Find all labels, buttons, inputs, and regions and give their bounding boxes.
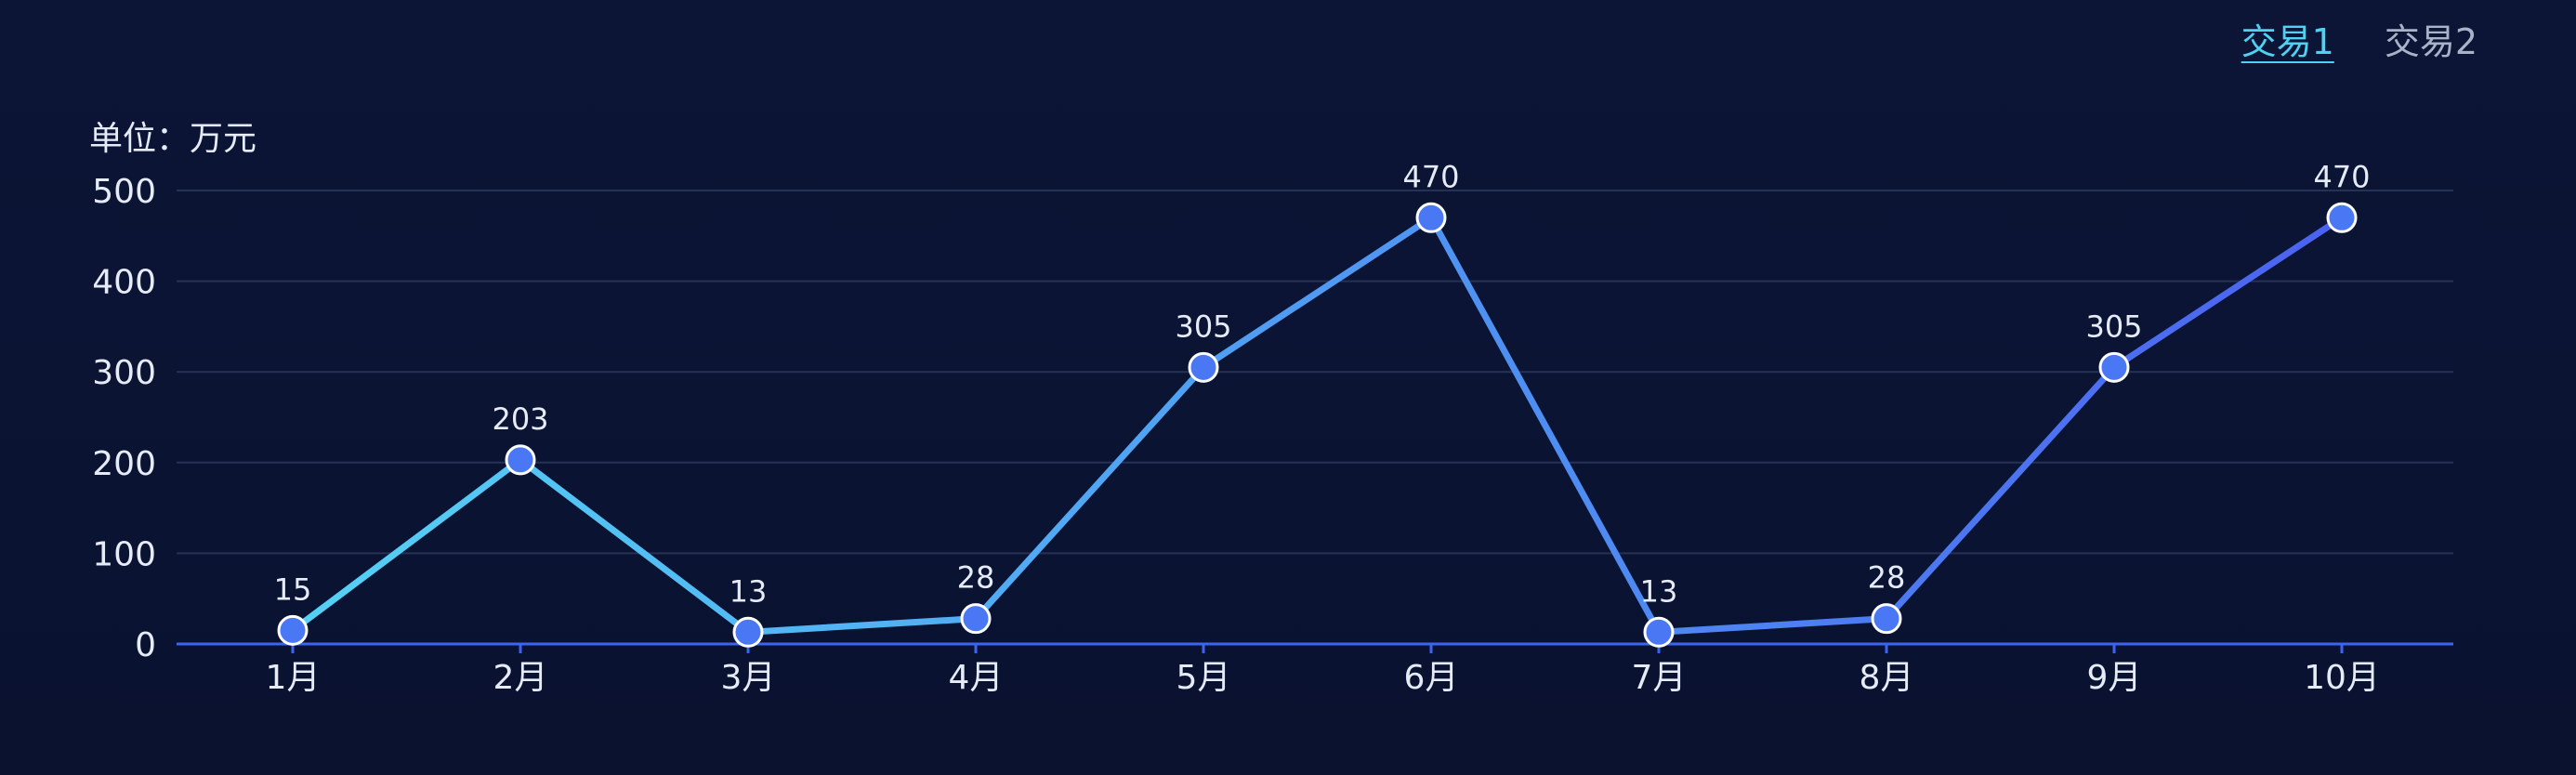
x-tick-label: 2月 xyxy=(493,659,548,697)
data-point[interactable] xyxy=(2098,351,2130,383)
tab-transaction-1[interactable]: 交易1 xyxy=(2241,21,2334,62)
x-tick-label: 5月 xyxy=(1176,659,1231,697)
data-label: 15 xyxy=(274,571,312,607)
x-tick-label: 1月 xyxy=(266,659,321,697)
data-point[interactable] xyxy=(277,614,309,646)
data-point[interactable] xyxy=(1871,603,1902,635)
data-point[interactable] xyxy=(1188,351,1219,383)
data-point[interactable] xyxy=(1643,616,1675,648)
y-tick-label: 300 xyxy=(92,354,156,392)
y-tick-label: 500 xyxy=(92,173,156,211)
data-labels: 15 203 13 28 305 470 13 28 305 470 xyxy=(274,159,2371,609)
data-point[interactable] xyxy=(732,616,764,648)
x-tick-label: 6月 xyxy=(1404,659,1459,697)
tab-transaction-2[interactable]: 交易2 xyxy=(2384,21,2477,62)
tab-bar: 交易1 交易2 xyxy=(2241,13,2477,64)
data-label: 470 xyxy=(1402,159,1459,194)
y-tick-label: 200 xyxy=(92,445,156,483)
data-label: 13 xyxy=(1640,573,1678,609)
data-label: 470 xyxy=(2313,159,2370,194)
x-tick-label: 4月 xyxy=(949,659,1004,697)
data-point[interactable] xyxy=(960,603,992,635)
y-tick-label: 0 xyxy=(135,626,156,664)
data-point[interactable] xyxy=(2326,202,2358,233)
data-label: 305 xyxy=(2085,309,2142,344)
x-axis: 1月 2月 3月 4月 5月 6月 7月 8月 9月 10月 xyxy=(177,642,2453,697)
x-tick-label: 9月 xyxy=(2087,659,2142,697)
data-label: 305 xyxy=(1175,309,1231,344)
data-label: 203 xyxy=(492,401,548,437)
data-label: 13 xyxy=(729,573,768,609)
data-label: 28 xyxy=(1868,560,1906,596)
grid-lines xyxy=(177,190,2453,555)
x-tick-label: 7月 xyxy=(1632,659,1687,697)
unit-label: 单位：万元 xyxy=(89,120,257,158)
series-polyline xyxy=(289,214,2346,636)
y-axis: 0 100 200 300 400 500 xyxy=(92,173,156,664)
data-point[interactable] xyxy=(505,444,536,476)
data-label: 28 xyxy=(957,560,995,596)
data-point[interactable] xyxy=(1415,202,1447,233)
x-tick-label: 10月 xyxy=(2304,659,2380,697)
series-line xyxy=(289,214,2346,636)
y-tick-label: 400 xyxy=(92,264,156,302)
x-tick-label: 3月 xyxy=(721,659,776,697)
x-tick-label: 8月 xyxy=(1860,659,1914,697)
y-tick-label: 100 xyxy=(92,535,156,573)
data-points xyxy=(277,202,2358,648)
